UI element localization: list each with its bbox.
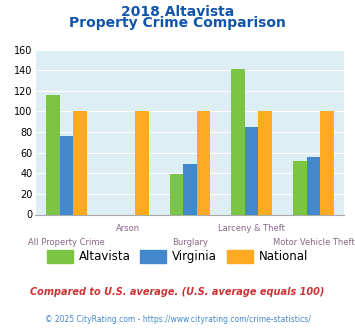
Bar <box>170 174 183 214</box>
Bar <box>183 164 197 214</box>
Text: Larceny & Theft: Larceny & Theft <box>218 224 285 233</box>
Text: Burglary: Burglary <box>172 238 208 247</box>
Bar <box>320 112 334 214</box>
Bar <box>135 112 148 214</box>
Text: All Property Crime: All Property Crime <box>28 238 105 247</box>
Bar <box>293 161 307 214</box>
Text: Arson: Arson <box>116 224 140 233</box>
Text: Compared to U.S. average. (U.S. average equals 100): Compared to U.S. average. (U.S. average … <box>30 287 325 297</box>
Text: © 2025 CityRating.com - https://www.cityrating.com/crime-statistics/: © 2025 CityRating.com - https://www.city… <box>45 315 310 324</box>
Bar <box>46 95 60 214</box>
Bar <box>231 69 245 215</box>
Bar <box>258 112 272 214</box>
Legend: Altavista, Virginia, National: Altavista, Virginia, National <box>43 245 312 268</box>
Text: Motor Vehicle Theft: Motor Vehicle Theft <box>273 238 354 247</box>
Bar <box>197 112 210 214</box>
Bar <box>60 136 73 214</box>
Bar <box>307 157 320 214</box>
Bar <box>245 127 258 214</box>
Bar <box>73 112 87 214</box>
Text: 2018 Altavista: 2018 Altavista <box>121 5 234 19</box>
Text: Property Crime Comparison: Property Crime Comparison <box>69 16 286 30</box>
